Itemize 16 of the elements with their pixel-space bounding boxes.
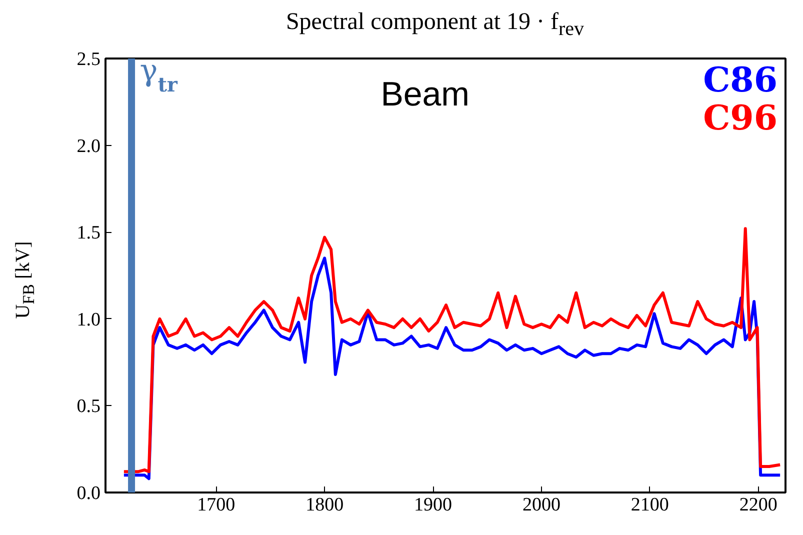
- text: C96: [703, 98, 778, 138]
- y-tick-label: 1.5: [76, 222, 100, 244]
- y-tick-label: 0.5: [76, 396, 100, 418]
- y-tick-label: 1.0: [76, 309, 100, 330]
- x-tick-label: 2200: [739, 494, 778, 516]
- y-tick-label: 2.0: [76, 136, 100, 157]
- x-tick-label: 1900: [414, 494, 452, 516]
- y-tick-label: 0.0: [76, 483, 100, 504]
- x-tick-label: 1700: [197, 494, 236, 516]
- y-tick-label: 2.5: [76, 49, 100, 70]
- text: C86: [703, 60, 778, 100]
- x-tick-label: 2100: [630, 494, 669, 516]
- chart-title: Spectral component at 19 · f$_{rev}$: [286, 8, 584, 42]
- x-tick-label: 1800: [306, 494, 344, 516]
- annotation: Beam: [380, 76, 470, 114]
- x-tick-label: 2000: [522, 494, 560, 516]
